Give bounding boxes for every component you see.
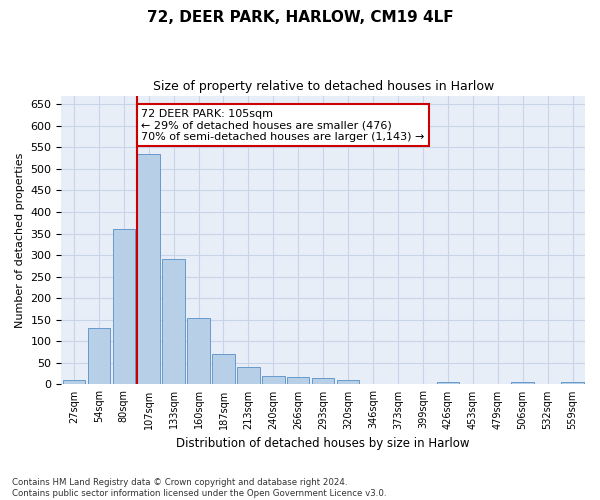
Bar <box>287 376 310 384</box>
Bar <box>187 318 210 384</box>
Bar <box>113 229 135 384</box>
Bar <box>212 354 235 384</box>
Bar <box>437 382 459 384</box>
Bar <box>163 260 185 384</box>
Y-axis label: Number of detached properties: Number of detached properties <box>15 152 25 328</box>
Bar <box>262 376 284 384</box>
Bar <box>62 380 85 384</box>
Title: Size of property relative to detached houses in Harlow: Size of property relative to detached ho… <box>152 80 494 93</box>
Bar <box>511 382 534 384</box>
Bar <box>337 380 359 384</box>
Bar <box>312 378 334 384</box>
Text: 72, DEER PARK, HARLOW, CM19 4LF: 72, DEER PARK, HARLOW, CM19 4LF <box>146 10 454 25</box>
Bar <box>88 328 110 384</box>
Text: 72 DEER PARK: 105sqm
← 29% of detached houses are smaller (476)
70% of semi-deta: 72 DEER PARK: 105sqm ← 29% of detached h… <box>141 108 425 142</box>
X-axis label: Distribution of detached houses by size in Harlow: Distribution of detached houses by size … <box>176 437 470 450</box>
Bar <box>137 154 160 384</box>
Bar <box>562 382 584 384</box>
Bar <box>237 367 260 384</box>
Text: Contains HM Land Registry data © Crown copyright and database right 2024.
Contai: Contains HM Land Registry data © Crown c… <box>12 478 386 498</box>
